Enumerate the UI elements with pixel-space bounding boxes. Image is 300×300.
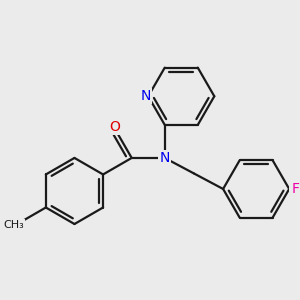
Text: N: N xyxy=(160,151,170,165)
Text: O: O xyxy=(110,120,121,134)
Text: F: F xyxy=(292,182,300,196)
Text: CH₃: CH₃ xyxy=(3,220,24,230)
Text: N: N xyxy=(140,89,151,103)
